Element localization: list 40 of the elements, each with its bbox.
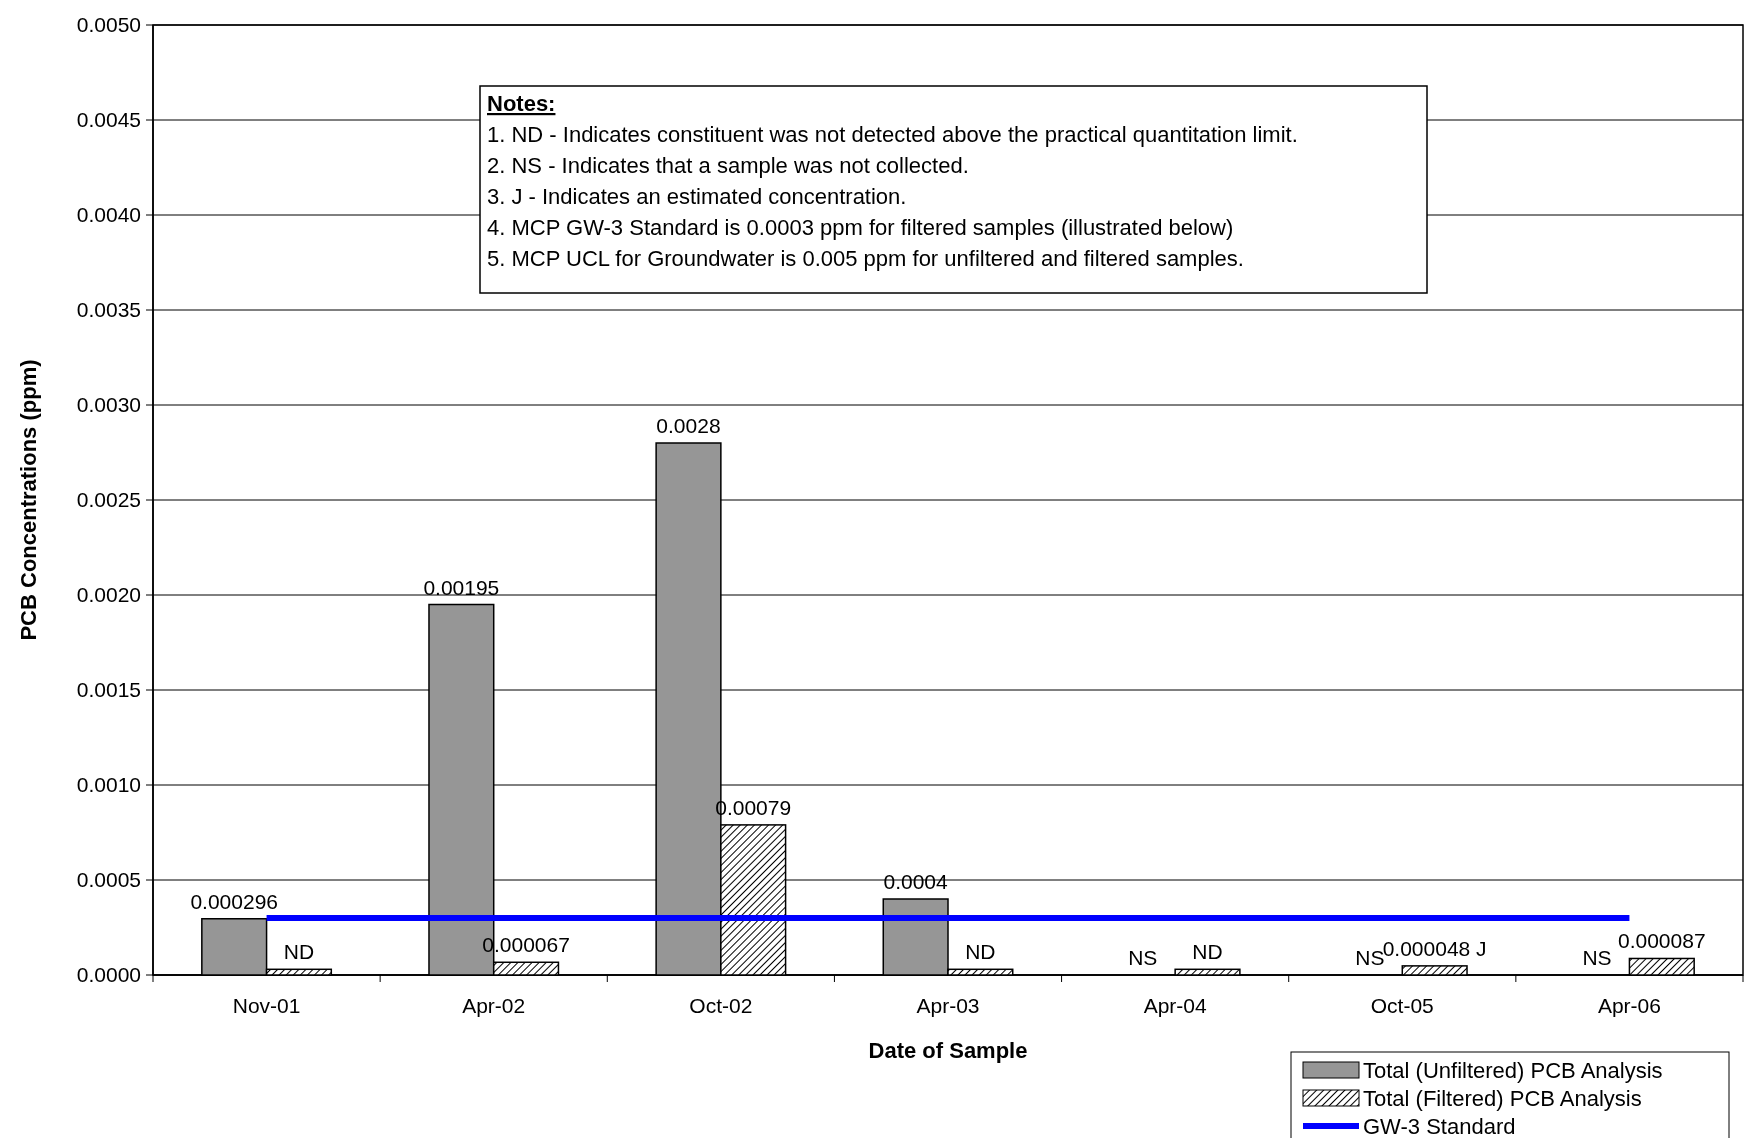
y-tick-label: 0.0035 <box>76 298 141 322</box>
data-label: ND <box>283 940 315 964</box>
data-label: 0.0004 <box>883 870 949 893</box>
annotation: 5. MCP UCL for Groundwater is 0.005 ppm for unfiltered and filtered samples. <box>487 246 1244 271</box>
y-tick-label: 0.0020 <box>76 583 141 607</box>
y-tick-label: 0.0045 <box>76 108 141 132</box>
text: NS <box>1128 946 1158 969</box>
data-label: 0.0028 <box>656 414 721 437</box>
x-tick-label: Nov-01 <box>232 994 301 1017</box>
data-label: 0.00195 <box>423 575 500 599</box>
y-tick-label: 0.0010 <box>76 773 141 797</box>
x-tick-label: Apr-04 <box>1143 994 1207 1017</box>
legend-label: GW-3 Standard <box>1363 1113 1516 1139</box>
annotation: 2. NS - Indicates that a sample was not collected. <box>487 153 969 178</box>
x-axis-title: Date of Sample <box>868 1038 1028 1063</box>
y-tick-label: 0.0040 <box>76 203 141 227</box>
y-axis-title: PCB Concentrations (ppm) <box>16 359 41 641</box>
annotation: Notes: <box>487 91 556 116</box>
x-tick-label: Apr-06 <box>1597 994 1661 1017</box>
x-tick-label: Apr-03 <box>916 994 980 1017</box>
y-tick-label: 0.0030 <box>76 393 141 417</box>
y-tick-label: 0.0050 <box>76 13 141 37</box>
text: NS <box>1582 946 1612 969</box>
data-label: 0.000296 <box>190 889 278 913</box>
y-tick-label: 0.0005 <box>76 868 141 892</box>
x-tick-label: Apr-02 <box>462 994 526 1017</box>
y-tick-label: 0.0025 <box>76 488 141 512</box>
x-tick-label: Oct-05 <box>1370 994 1434 1017</box>
legend-label: Total (Filtered) PCB Analysis <box>1363 1085 1642 1111</box>
data-label: ND <box>965 940 996 964</box>
annotation: 1. ND - Indicates constituent was not detected above the practical quantitation limit. <box>487 122 1298 147</box>
data-label: 0.000048 J <box>1382 936 1487 960</box>
y-tick-label: 0.0015 <box>76 678 141 702</box>
legend-label: Total (Unfiltered) PCB Analysis <box>1363 1057 1663 1083</box>
annotation: 3. J - Indicates an estimated concentration. <box>487 184 907 209</box>
data-label: 0.000087 <box>1618 929 1706 953</box>
annotation: 4. MCP GW-3 Standard is 0.0003 ppm for filtered samples (illustrated below) <box>487 215 1234 240</box>
y-tick-label: 0.0000 <box>76 963 141 987</box>
x-tick-label: Oct-02 <box>689 994 753 1017</box>
data-label: ND <box>1192 940 1223 964</box>
